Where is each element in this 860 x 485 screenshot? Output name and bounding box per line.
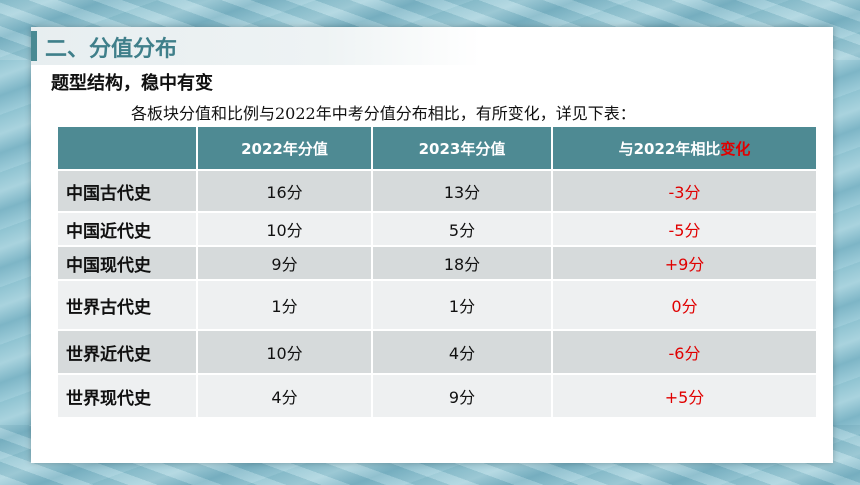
- row-2022-score: 10分: [196, 329, 373, 375]
- table-header-row: 2022年分值 2023年分值 与2022年相比变化: [56, 125, 818, 171]
- section-subtitle: 题型结构，稳中有变: [51, 73, 213, 94]
- intro-text: 各板块分值和比例与2022年中考分值分布相比，有所变化，详见下表：: [131, 104, 636, 123]
- title-bar: 二、分值分布: [31, 27, 481, 65]
- table-row: 中国古代史 16分 13分 -3分: [56, 169, 818, 213]
- row-2023-score: 18分: [371, 245, 553, 281]
- header-change-prefix: 与2022年相比: [618, 139, 721, 158]
- table-row: 中国现代史 9分 18分 +9分: [56, 245, 818, 281]
- score-table: 2022年分值 2023年分值 与2022年相比变化 中国古代史 16分 13分…: [56, 125, 818, 419]
- row-2023-score: 4分: [371, 329, 553, 375]
- row-2022-score: 16分: [196, 169, 373, 213]
- row-change: -3分: [551, 169, 818, 213]
- header-2023: 2023年分值: [371, 125, 553, 171]
- row-category: 世界近代史: [56, 329, 198, 375]
- row-change: -5分: [551, 211, 818, 247]
- row-category: 世界现代史: [56, 373, 198, 419]
- row-category: 中国近代史: [56, 211, 198, 247]
- row-change: -6分: [551, 329, 818, 375]
- row-2022-score: 1分: [196, 279, 373, 331]
- header-2022: 2022年分值: [196, 125, 373, 171]
- table-row: 世界古代史 1分 1分 0分: [56, 279, 818, 331]
- row-2023-score: 5分: [371, 211, 553, 247]
- row-change: 0分: [551, 279, 818, 331]
- row-2022-score: 9分: [196, 245, 373, 281]
- row-2022-score: 4分: [196, 373, 373, 419]
- row-change: +5分: [551, 373, 818, 419]
- slide-card: 二、分值分布 题型结构，稳中有变 各板块分值和比例与2022年中考分值分布相比，…: [31, 27, 833, 463]
- row-2023-score: 1分: [371, 279, 553, 331]
- table-row: 中国近代史 10分 5分 -5分: [56, 211, 818, 247]
- title-accent-bar: [31, 31, 37, 61]
- header-change-highlight: 变化: [720, 139, 751, 158]
- table-row: 世界近代史 10分 4分 -6分: [56, 329, 818, 375]
- row-category: 中国古代史: [56, 169, 198, 213]
- row-2022-score: 10分: [196, 211, 373, 247]
- row-change: +9分: [551, 245, 818, 281]
- row-category: 中国现代史: [56, 245, 198, 281]
- row-category: 世界古代史: [56, 279, 198, 331]
- header-change: 与2022年相比变化: [551, 125, 818, 171]
- header-blank: [56, 125, 198, 171]
- page-title: 二、分值分布: [45, 37, 178, 62]
- table-row: 世界现代史 4分 9分 +5分: [56, 373, 818, 419]
- row-2023-score: 9分: [371, 373, 553, 419]
- row-2023-score: 13分: [371, 169, 553, 213]
